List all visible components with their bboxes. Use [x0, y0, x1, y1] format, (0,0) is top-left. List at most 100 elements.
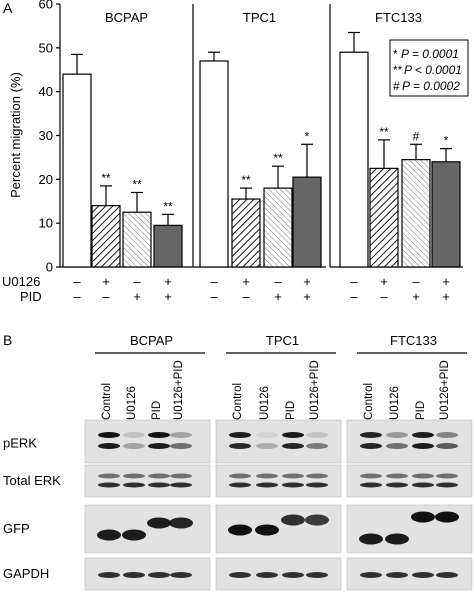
blot-band — [123, 432, 145, 438]
blot-band — [411, 511, 435, 523]
lane-label: PID — [285, 401, 297, 420]
treatment-symbol: – — [350, 289, 358, 304]
treatment-symbol: + — [274, 289, 282, 304]
y-axis: 0 10 20 30 40 50 60 — [39, 0, 61, 275]
blot-band — [228, 524, 252, 536]
blot-band — [412, 572, 434, 578]
treatment-symbol: + — [102, 274, 110, 289]
blot-panel — [346, 419, 473, 464]
y-tick-label: 40 — [39, 84, 53, 99]
bar — [122, 211, 152, 268]
blot-band — [436, 432, 458, 438]
blot-band — [282, 432, 304, 438]
blot-band — [255, 524, 279, 536]
blot-band — [148, 572, 170, 578]
significance-mark: # — [413, 129, 420, 143]
blot-band — [306, 473, 328, 479]
bar — [153, 224, 183, 268]
significance-mark: ** — [163, 199, 173, 213]
treatment-symbol: – — [133, 274, 141, 289]
blot-band — [359, 533, 383, 545]
blot-band — [256, 572, 278, 578]
y-tick-label: 30 — [39, 128, 53, 143]
blot-band — [256, 482, 278, 488]
bar — [199, 60, 229, 268]
blot-band — [123, 482, 145, 488]
treatment-label: PID — [20, 289, 42, 304]
cell-line-label: FTC133 — [390, 333, 437, 348]
blot-band — [386, 572, 408, 578]
lane-label: U0126 — [126, 386, 138, 420]
lane-label: Control — [232, 383, 244, 420]
bar — [91, 205, 121, 268]
panel-label-a: A — [3, 0, 13, 16]
significance-mark: ** — [132, 177, 142, 191]
treatment-symbol: + — [242, 274, 250, 289]
blot-band — [282, 482, 304, 488]
y-axis-label: Percent migration (%) — [8, 72, 23, 198]
treatment-symbol: + — [164, 289, 172, 304]
treatment-symbol: – — [412, 274, 420, 289]
blot-band — [123, 443, 145, 449]
blot-band — [229, 473, 251, 479]
blot-band — [360, 572, 382, 578]
blot-band — [122, 529, 146, 541]
treatment-symbol: + — [303, 289, 311, 304]
blot-band — [170, 572, 192, 578]
blot-band — [282, 443, 304, 449]
lane-label: U0126 — [259, 386, 271, 420]
blot-band — [170, 443, 192, 449]
blot-band — [435, 511, 459, 523]
legend-text-2: P < 0.0001 — [404, 63, 462, 77]
blot-band — [170, 482, 192, 488]
bar — [401, 159, 431, 268]
blot-band — [282, 572, 304, 578]
legend-mark-2: ** — [393, 63, 403, 77]
blot-band — [147, 517, 171, 529]
y-tick-label: 50 — [39, 40, 53, 55]
blot-band — [281, 514, 305, 526]
treatment-symbol: – — [102, 289, 110, 304]
blot-band — [306, 432, 328, 438]
treatment-symbol: – — [274, 274, 282, 289]
blot-band — [98, 432, 120, 438]
blot-band — [386, 432, 408, 438]
bar — [339, 51, 369, 268]
significance-mark: ** — [101, 171, 111, 185]
bar — [431, 161, 461, 268]
legend-box — [389, 39, 469, 97]
treatment-symbol: + — [412, 289, 420, 304]
blot-band — [386, 482, 408, 488]
blot-band — [229, 482, 251, 488]
bar — [263, 187, 293, 268]
blot-band — [97, 529, 121, 541]
blot-band — [98, 482, 120, 488]
blot-band — [412, 473, 434, 479]
blot-band — [148, 443, 170, 449]
blot-band — [306, 482, 328, 488]
significance-mark: ** — [241, 173, 251, 187]
blot-band — [360, 473, 382, 479]
y-tick-label: 20 — [39, 172, 53, 187]
blot-band — [385, 533, 409, 545]
lane-label: Control — [101, 383, 113, 420]
blot-band — [169, 517, 193, 529]
treatment-symbol: – — [242, 289, 250, 304]
blot-band — [148, 473, 170, 479]
blot-band — [170, 432, 192, 438]
blot-panel — [346, 464, 473, 498]
plot-area: BCPAP** ****TPC1*****FTC133** # * — [60, 4, 463, 268]
blot-band — [123, 572, 145, 578]
treatment-symbol: – — [210, 289, 218, 304]
blot-row-label: pERK — [3, 436, 37, 451]
blot-band — [306, 572, 328, 578]
legend-mark-1: * — [393, 47, 398, 61]
lane-label: U0126+PID — [173, 360, 185, 420]
blot-panel — [215, 464, 342, 498]
treatment-symbol: – — [210, 274, 218, 289]
group-title: BCPAP — [105, 10, 148, 25]
blot-band — [412, 482, 434, 488]
blot-panel — [84, 419, 211, 464]
blot-band — [386, 473, 408, 479]
blot-band — [436, 473, 458, 479]
